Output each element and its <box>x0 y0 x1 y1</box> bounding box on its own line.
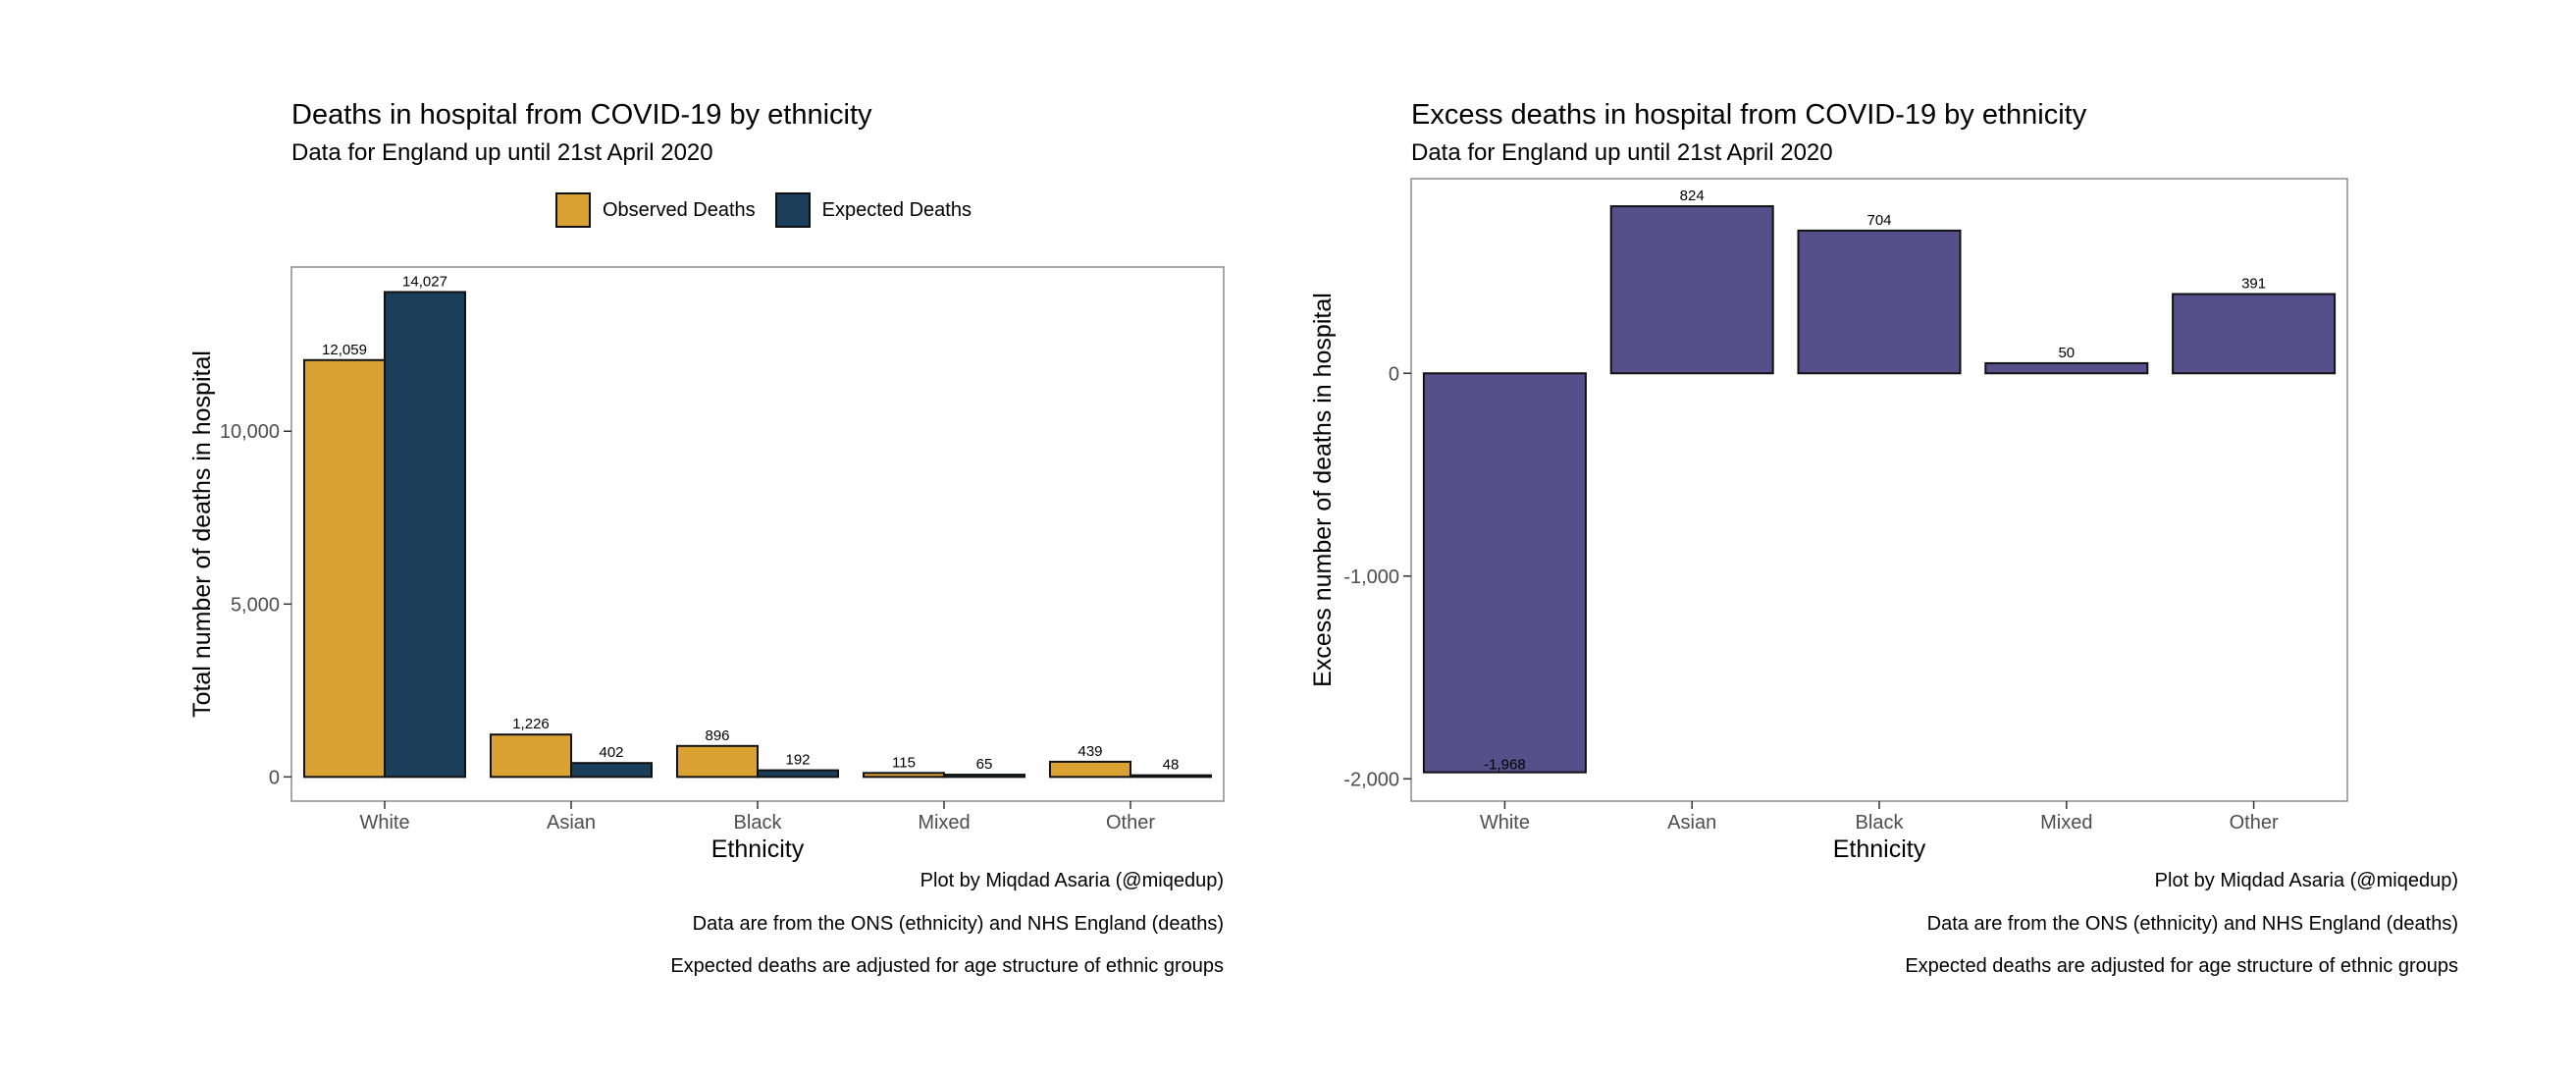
chart-title: Excess deaths in hospital from COVID-19 … <box>1411 99 2087 131</box>
y-tick-label: 10,000 <box>220 421 280 443</box>
y-axis-label: Excess number of deaths in hospital <box>1309 293 1337 687</box>
observed-expected-bar-chart: 0 5,000 10,000 White 12,059 14,027 Asian 1,226 4… <box>188 266 1225 863</box>
excess-deaths-bar-chart: -2,000 -1,000 0 White -1,968 Asian 824 Black 704… <box>1309 178 2348 863</box>
caption-note: Expected deaths are adjusted for age str… <box>1905 955 2458 977</box>
bar-expected <box>757 769 839 779</box>
data-label: -1,968 <box>1484 757 1526 774</box>
chart-subtitle: Data for England up until 21st April 202… <box>291 139 713 166</box>
bar-excess <box>1984 361 2149 375</box>
y-tick-label: 0 <box>269 767 280 788</box>
x-tick-label: Black <box>734 812 783 834</box>
data-label: 14,027 <box>402 273 447 290</box>
legend-label-observed: Observed Deaths <box>603 198 756 221</box>
caption-credit: Plot by Miqdad Asaria (@miqedup) <box>2154 870 2458 891</box>
data-label: 1,226 <box>512 716 550 732</box>
excess-deaths-chart-panel: Excess deaths in hospital from COVID-19 … <box>1288 0 2576 1077</box>
x-tick-label: Black <box>1856 812 1905 834</box>
caption-source: Data are from the ONS (ethnicity) and NH… <box>692 913 1224 935</box>
chart-subtitle: Data for England up until 21st April 202… <box>1411 139 1833 166</box>
bar-expected <box>384 291 466 779</box>
x-axis-label: Ethnicity <box>1833 835 1926 863</box>
x-tick-label: Other <box>2230 812 2279 834</box>
data-label: 48 <box>1163 757 1180 774</box>
legend: Observed Deaths Expected Deaths <box>555 192 981 228</box>
data-label: 391 <box>2241 276 2266 293</box>
y-tick-label: 0 <box>1389 363 1399 385</box>
legend-item-observed: Observed Deaths <box>555 192 756 228</box>
data-label: 402 <box>599 744 623 761</box>
bar-observed <box>490 733 572 779</box>
legend-label-expected: Expected Deaths <box>821 198 972 221</box>
bar-excess <box>1797 229 1962 375</box>
x-tick-label: White <box>359 812 409 834</box>
data-label: 439 <box>1078 743 1102 760</box>
bar-expected <box>570 762 653 779</box>
x-tick-label: Asian <box>547 812 596 834</box>
data-label: 65 <box>976 756 993 773</box>
legend-swatch-observed <box>555 192 591 228</box>
bar-excess <box>1422 372 1587 774</box>
bar-observed <box>676 744 759 779</box>
observed-expected-chart-panel: Deaths in hospital from COVID-19 by ethn… <box>188 99 1225 977</box>
y-tick-label: -2,000 <box>1343 769 1399 790</box>
caption-source: Data are from the ONS (ethnicity) and NH… <box>1926 913 2458 935</box>
bar-observed <box>303 358 386 779</box>
data-label: 192 <box>785 752 810 769</box>
bar-excess <box>1609 205 1774 375</box>
data-label: 115 <box>892 754 916 771</box>
x-tick-label: Other <box>1106 812 1155 834</box>
data-label: 704 <box>1866 212 1891 229</box>
bar-expected <box>943 774 1025 779</box>
x-tick-label: Mixed <box>918 812 970 834</box>
caption-credit: Plot by Miqdad Asaria (@miqedup) <box>920 870 1224 891</box>
x-axis-label: Ethnicity <box>711 835 805 863</box>
data-label: 824 <box>1680 188 1705 204</box>
x-tick-label: Mixed <box>2040 812 2092 834</box>
legend-swatch-expected <box>774 192 811 228</box>
bar-observed <box>1049 760 1131 779</box>
y-tick-label: 5,000 <box>231 594 280 616</box>
data-label: 50 <box>2058 345 2075 361</box>
x-tick-label: White <box>1480 812 1530 834</box>
chart-title: Deaths in hospital from COVID-19 by ethn… <box>291 99 872 131</box>
bar-observed <box>863 772 945 779</box>
x-tick-label: Asian <box>1667 812 1716 834</box>
data-label: 12,059 <box>322 342 367 358</box>
data-label: 896 <box>705 727 729 744</box>
y-axis-label: Total number of deaths in hospital <box>188 350 216 718</box>
bar-excess <box>2172 293 2337 375</box>
caption-note: Expected deaths are adjusted for age str… <box>670 955 1224 977</box>
legend-item-expected: Expected Deaths <box>774 192 972 228</box>
bar-expected <box>1130 774 1212 779</box>
y-tick-label: -1,000 <box>1343 566 1399 588</box>
